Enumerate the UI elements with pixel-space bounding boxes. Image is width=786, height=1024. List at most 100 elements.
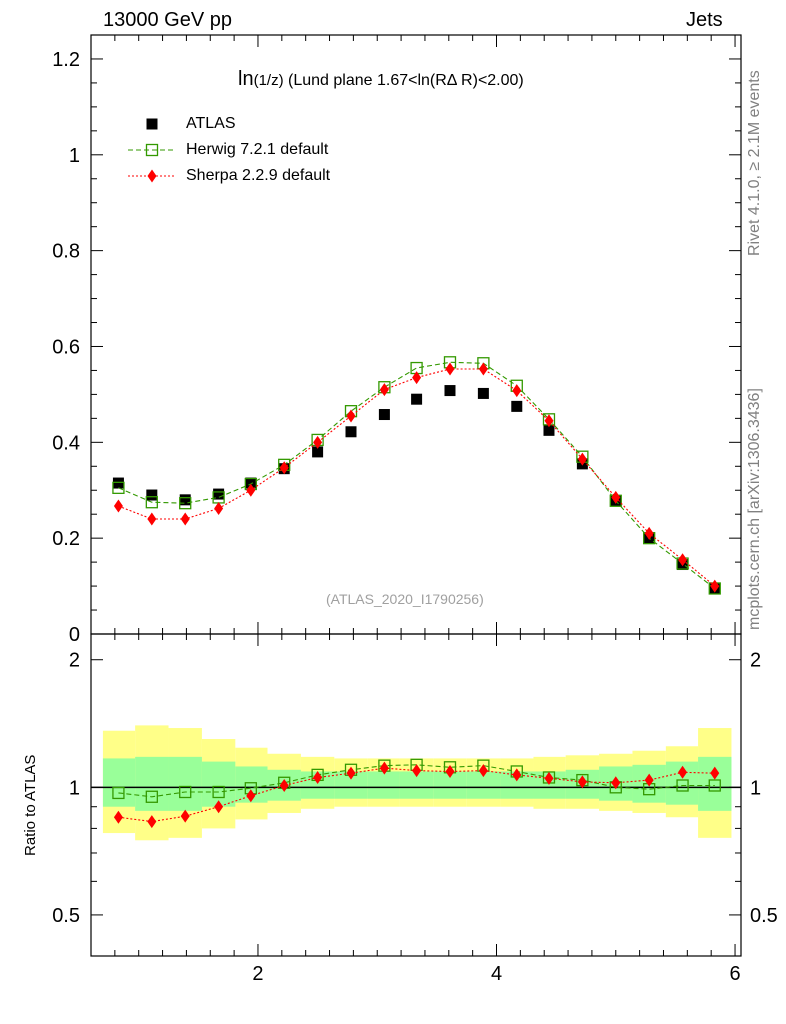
xtick-label: 6 [729, 963, 740, 985]
point-sherpa [577, 775, 587, 789]
point-herwig [179, 497, 192, 510]
band-green [201, 761, 236, 807]
point-sherpa [710, 579, 720, 593]
watermark: (ATLAS_2020_I1790256) [326, 591, 484, 607]
data-series [112, 356, 721, 829]
point-sherpa [147, 512, 157, 526]
ratio-line [118, 764, 715, 798]
point-sherpa [379, 761, 389, 775]
legend-label-sherpa: Sherpa 2.2.9 default [186, 167, 331, 184]
point-sherpa [512, 384, 522, 398]
axis-ticks [91, 34, 741, 956]
point-sherpa [313, 770, 323, 784]
ytick-label: 0.8 [52, 241, 80, 263]
ratio-ylabel: Ratio to ATLAS [22, 754, 39, 856]
header-right: Jets [686, 9, 723, 31]
point-atlas [511, 400, 523, 412]
point-atlas [477, 387, 489, 399]
band-green [367, 771, 400, 799]
point-atlas [312, 446, 324, 458]
point-herwig [212, 785, 225, 799]
ratio-ytick-label-right: 1 [750, 777, 761, 799]
point-sherpa [544, 414, 554, 428]
point-sherpa [478, 764, 488, 778]
legend-label-herwig: Herwig 7.2.1 default [186, 141, 329, 158]
point-atlas [245, 477, 257, 489]
point-atlas [411, 393, 423, 405]
band-green [168, 756, 202, 811]
point-sherpa [512, 768, 522, 782]
point-sherpa [379, 383, 389, 397]
ratio-uncertainty-bands [91, 725, 741, 841]
ratio-ytick-label: 2 [69, 650, 80, 672]
point-sherpa [710, 766, 720, 780]
point-sherpa [577, 452, 587, 466]
point-sherpa [180, 512, 190, 526]
ratio-ytick-label: 1 [69, 777, 80, 799]
point-herwig [112, 786, 125, 800]
point-herwig [112, 481, 125, 494]
point-sherpa [445, 362, 455, 376]
point-herwig [179, 785, 192, 799]
point-atlas [213, 488, 225, 500]
point-sherpa [346, 409, 356, 423]
ytick-label: 1.2 [52, 49, 80, 71]
point-sherpa [113, 810, 123, 824]
legend [128, 118, 176, 183]
point-sherpa [246, 789, 256, 803]
point-atlas [146, 118, 158, 130]
point-sherpa [412, 371, 422, 385]
point-sherpa [147, 815, 157, 829]
header-left: 13000 GeV pp [103, 9, 232, 31]
plot-title-main: ln [238, 68, 254, 90]
rivet-label: Rivet 4.1.0, ≥ 2.1M events [746, 70, 763, 256]
ytick-label: 1 [69, 145, 80, 167]
point-atlas [543, 424, 555, 436]
ytick-label: 0.4 [52, 432, 80, 454]
ratio-ytick-label-right: 0.5 [750, 905, 778, 927]
point-atlas [112, 477, 124, 489]
point-sherpa [611, 490, 621, 504]
point-atlas [444, 385, 456, 397]
xtick-label: 2 [252, 963, 263, 985]
point-sherpa [214, 800, 224, 814]
mcplots-label: mcplots.cern.ch [arXiv:1306.3436] [746, 388, 763, 630]
point-sherpa [147, 169, 157, 183]
point-sherpa [678, 553, 688, 567]
point-sherpa [478, 362, 488, 376]
point-sherpa [279, 461, 289, 475]
point-herwig [708, 779, 721, 792]
point-sherpa [313, 435, 323, 449]
point-sherpa [246, 483, 256, 497]
ytick-label: 0.2 [52, 528, 80, 550]
point-atlas [146, 489, 158, 501]
point-sherpa [644, 773, 654, 787]
point-herwig [676, 779, 689, 792]
point-sherpa [346, 766, 356, 780]
ytick-label: 0 [69, 624, 80, 646]
ratio-ytick-label-right: 2 [750, 650, 761, 672]
point-sherpa [113, 499, 123, 513]
point-sherpa [611, 776, 621, 790]
plot-title-rest: (Lund plane 1.67<ln(RΔ R)<2.00) [283, 72, 524, 89]
point-sherpa [678, 765, 688, 779]
ytick-label: 0.6 [52, 336, 80, 358]
point-sherpa [180, 809, 190, 823]
point-sherpa [544, 771, 554, 785]
ratio-ytick-label: 0.5 [52, 905, 80, 927]
point-herwig [145, 496, 158, 509]
ratio-plot-frame [90, 633, 742, 957]
axis-labels: 0 0.2 0.4 0.6 0.8 1 1.2 0.5 0.5 1 1 2 2 2 4 6 [52, 49, 778, 985]
point-sherpa [412, 764, 422, 778]
point-sherpa [279, 778, 289, 792]
point-atlas [179, 494, 191, 506]
plot-title: ln(1/z) (Lund plane 1.67<ln(RΔ R)<2.00) [238, 68, 524, 91]
point-sherpa [214, 501, 224, 515]
point-herwig [145, 790, 158, 803]
point-atlas [378, 409, 390, 421]
plot-title-sub: (1/z) [253, 72, 284, 89]
legend-label-atlas: ATLAS [186, 115, 236, 132]
point-atlas [345, 426, 357, 438]
point-sherpa [445, 764, 455, 778]
